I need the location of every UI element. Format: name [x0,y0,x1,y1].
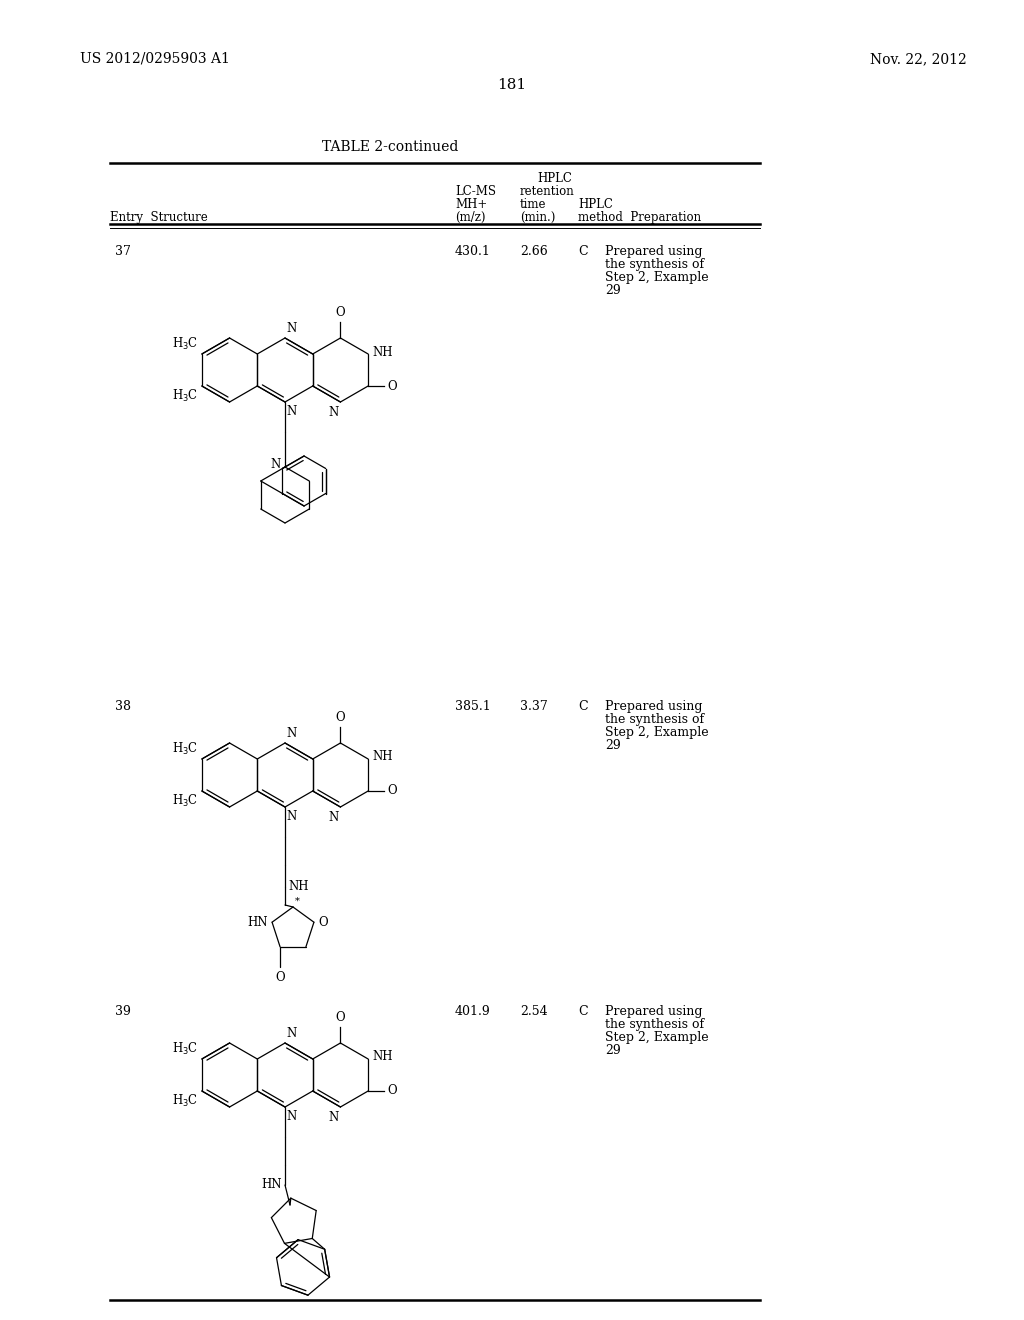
Text: O: O [387,784,396,797]
Text: Prepared using: Prepared using [605,700,702,713]
Text: 29: 29 [605,1044,621,1057]
Text: HN: HN [248,916,268,929]
Text: C: C [578,1005,588,1018]
Text: 29: 29 [605,284,621,297]
Text: N: N [270,458,281,471]
Text: (min.): (min.) [520,211,555,224]
Text: Step 2, Example: Step 2, Example [605,271,709,284]
Text: H$_3$C: H$_3$C [172,1093,198,1109]
Text: H$_3$C: H$_3$C [172,793,198,809]
Text: 3.37: 3.37 [520,700,548,713]
Text: O: O [387,1085,396,1097]
Text: O: O [387,380,396,392]
Text: O: O [336,306,345,319]
Text: N: N [286,727,296,741]
Text: NH: NH [372,346,392,359]
Text: HPLC: HPLC [578,198,613,211]
Text: HN: HN [261,1179,282,1192]
Text: N: N [286,1027,296,1040]
Text: Nov. 22, 2012: Nov. 22, 2012 [870,51,967,66]
Text: Entry  Structure: Entry Structure [110,211,208,224]
Text: C: C [578,246,588,257]
Text: the synthesis of: the synthesis of [605,257,705,271]
Text: 2.54: 2.54 [520,1005,548,1018]
Text: H$_3$C: H$_3$C [172,388,198,404]
Text: time: time [520,198,547,211]
Text: 37: 37 [115,246,131,257]
Text: NH: NH [372,751,392,763]
Text: Prepared using: Prepared using [605,1005,702,1018]
Text: H$_3$C: H$_3$C [172,741,198,756]
Text: TABLE 2-continued: TABLE 2-continued [322,140,458,154]
Text: O: O [336,1011,345,1024]
Text: the synthesis of: the synthesis of [605,1018,705,1031]
Text: 385.1: 385.1 [455,700,490,713]
Text: (m/z): (m/z) [455,211,485,224]
Text: HPLC: HPLC [537,172,571,185]
Text: Step 2, Example: Step 2, Example [605,1031,709,1044]
Text: method  Preparation: method Preparation [578,211,701,224]
Text: N: N [328,810,338,824]
Text: NH: NH [372,1051,392,1064]
Text: 181: 181 [498,78,526,92]
Text: N: N [286,1110,296,1123]
Text: Step 2, Example: Step 2, Example [605,726,709,739]
Text: H$_3$C: H$_3$C [172,1041,198,1057]
Text: N: N [286,810,296,822]
Text: 401.9: 401.9 [455,1005,490,1018]
Text: NH: NH [288,880,308,894]
Text: O: O [275,970,285,983]
Text: O: O [317,916,328,929]
Text: 2.66: 2.66 [520,246,548,257]
Text: LC-MS: LC-MS [455,185,496,198]
Text: O: O [336,711,345,723]
Text: N: N [328,407,338,418]
Text: 38: 38 [115,700,131,713]
Text: 29: 29 [605,739,621,752]
Text: N: N [286,322,296,335]
Text: the synthesis of: the synthesis of [605,713,705,726]
Text: retention: retention [520,185,574,198]
Text: US 2012/0295903 A1: US 2012/0295903 A1 [80,51,229,66]
Text: *: * [295,898,300,906]
Text: C: C [578,700,588,713]
Text: 39: 39 [115,1005,131,1018]
Text: H$_3$C: H$_3$C [172,335,198,352]
Text: MH+: MH+ [455,198,487,211]
Text: N: N [286,405,296,418]
Text: 430.1: 430.1 [455,246,490,257]
Text: N: N [328,1111,338,1125]
Text: Prepared using: Prepared using [605,246,702,257]
